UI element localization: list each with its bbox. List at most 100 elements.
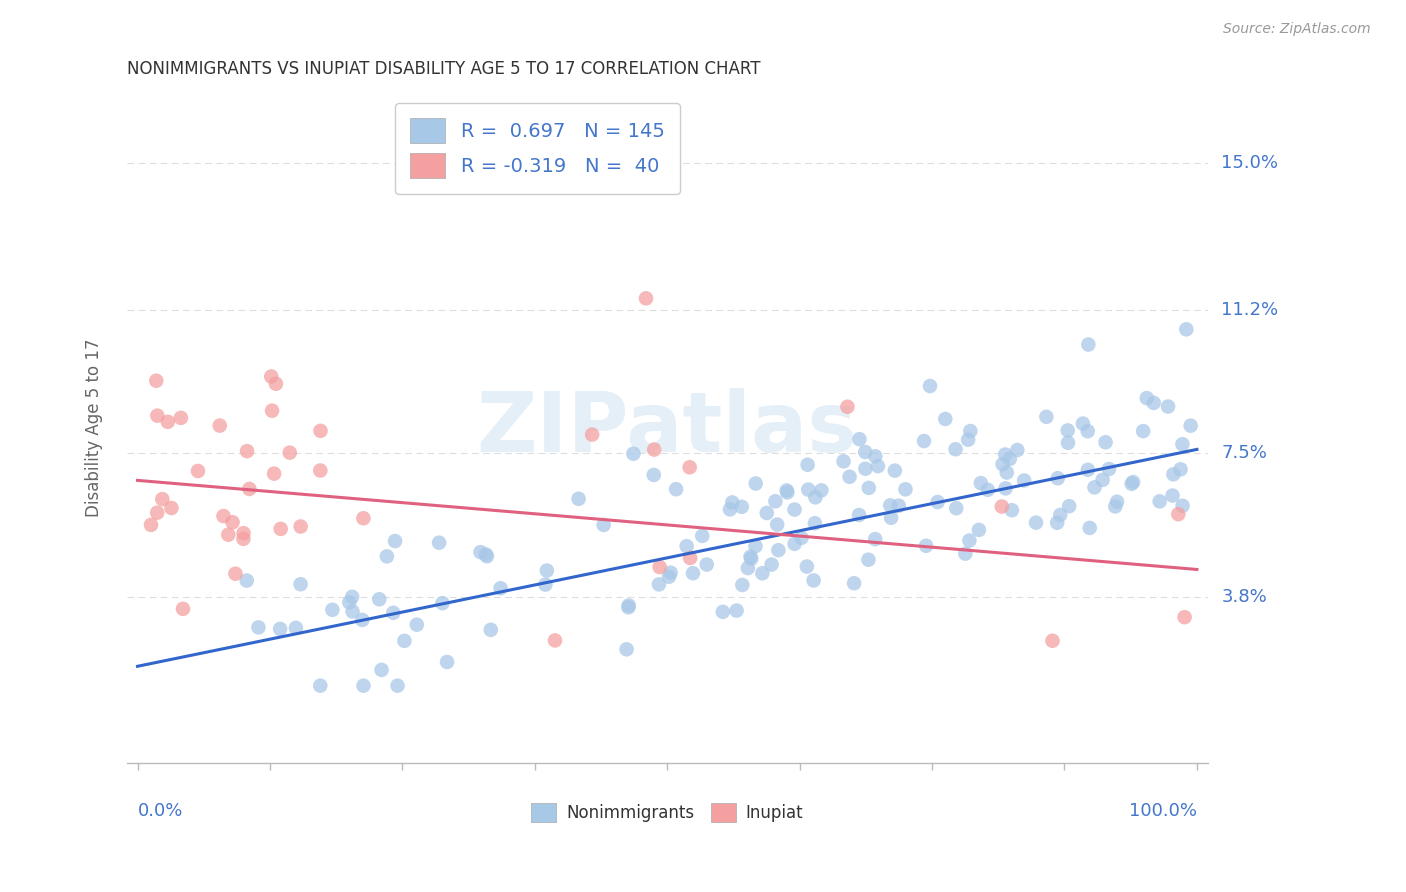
Point	[725, 604, 748, 618]
Point	[427, 535, 450, 549]
Point	[617, 599, 640, 613]
Point	[842, 576, 865, 591]
Point	[1025, 516, 1047, 530]
Point	[957, 433, 980, 447]
Point	[1174, 610, 1197, 624]
Point	[879, 499, 901, 513]
Point	[1161, 489, 1184, 503]
Point	[260, 369, 283, 384]
Point	[1157, 400, 1180, 414]
Point	[659, 566, 682, 580]
Point	[172, 602, 194, 616]
Point	[991, 457, 1014, 471]
Point	[887, 499, 910, 513]
Point	[581, 427, 603, 442]
Point	[1175, 322, 1198, 336]
Point	[766, 517, 789, 532]
Y-axis label: Disability Age 5 to 17: Disability Age 5 to 17	[86, 339, 103, 517]
Point	[405, 617, 427, 632]
Point	[810, 483, 832, 498]
Point	[796, 559, 818, 574]
Point	[1012, 474, 1035, 488]
Point	[731, 500, 754, 514]
Point	[1091, 473, 1114, 487]
Point	[1105, 495, 1128, 509]
Point	[959, 424, 981, 438]
Point	[156, 415, 179, 429]
Point	[837, 400, 859, 414]
Text: 11.2%: 11.2%	[1222, 301, 1278, 319]
Point	[232, 526, 254, 541]
Point	[998, 451, 1021, 466]
Point	[853, 445, 876, 459]
Point	[858, 481, 880, 495]
Point	[309, 463, 332, 477]
Point	[247, 620, 270, 634]
Point	[967, 523, 990, 537]
Point	[1167, 507, 1189, 521]
Point	[915, 539, 938, 553]
Point	[394, 633, 416, 648]
Point	[321, 603, 343, 617]
Point	[1071, 417, 1094, 431]
Point	[208, 418, 231, 433]
Point	[643, 442, 665, 457]
Point	[776, 483, 799, 498]
Point	[740, 551, 762, 566]
Point	[232, 532, 254, 546]
Point	[370, 663, 392, 677]
Point	[544, 633, 567, 648]
Point	[945, 501, 967, 516]
Point	[212, 509, 235, 524]
Point	[768, 543, 790, 558]
Text: NONIMMIGRANTS VS INUPIAT DISABILITY AGE 5 TO 17 CORRELATION CHART: NONIMMIGRANTS VS INUPIAT DISABILITY AGE …	[127, 60, 761, 78]
Point	[352, 613, 374, 627]
Point	[284, 621, 307, 635]
Point	[934, 412, 956, 426]
Point	[731, 578, 754, 592]
Point	[340, 590, 363, 604]
Point	[1094, 435, 1116, 450]
Point	[623, 447, 645, 461]
Point	[382, 606, 405, 620]
Point	[1149, 494, 1171, 508]
Point	[848, 432, 870, 446]
Point	[353, 679, 375, 693]
Point	[1077, 463, 1099, 477]
Point	[290, 577, 312, 591]
Point	[665, 482, 688, 496]
Text: 15.0%: 15.0%	[1222, 153, 1278, 172]
Point	[534, 577, 557, 591]
Point	[918, 379, 941, 393]
Point	[387, 679, 409, 693]
Point	[682, 566, 704, 581]
Point	[170, 410, 193, 425]
Point	[1143, 396, 1166, 410]
Point	[1049, 508, 1071, 522]
Point	[927, 495, 949, 509]
Text: 7.5%: 7.5%	[1222, 444, 1267, 462]
Point	[264, 376, 287, 391]
Point	[1078, 521, 1101, 535]
Point	[262, 403, 284, 417]
Point	[616, 642, 638, 657]
Point	[489, 581, 512, 595]
Point	[1132, 424, 1154, 438]
Point	[368, 592, 391, 607]
Point	[1122, 475, 1144, 489]
Point	[912, 434, 935, 448]
Point	[1180, 418, 1202, 433]
Point	[1046, 516, 1069, 530]
Point	[744, 539, 766, 553]
Point	[1001, 503, 1024, 517]
Point	[977, 483, 1000, 497]
Point	[1136, 391, 1159, 405]
Point	[804, 516, 827, 531]
Point	[309, 679, 332, 693]
Point	[1077, 337, 1099, 351]
Point	[803, 574, 825, 588]
Point	[880, 510, 903, 524]
Point	[1035, 409, 1057, 424]
Point	[970, 476, 993, 491]
Point	[278, 445, 301, 459]
